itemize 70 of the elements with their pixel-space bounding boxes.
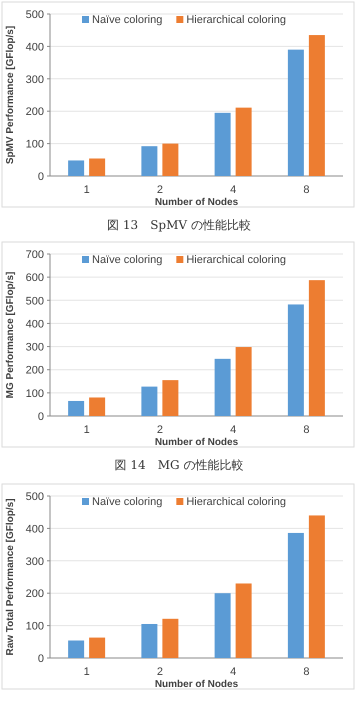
legend-label: Naïve coloring bbox=[92, 14, 162, 26]
bar bbox=[214, 112, 231, 176]
bar bbox=[308, 35, 325, 176]
x-tick-label: 4 bbox=[230, 424, 236, 436]
bar bbox=[68, 400, 84, 416]
y-tick-label: 0 bbox=[38, 411, 44, 423]
bar bbox=[236, 583, 252, 658]
y-tick-label: 400 bbox=[26, 523, 44, 536]
bar bbox=[89, 638, 106, 658]
y-tick-label: 100 bbox=[26, 138, 44, 151]
x-axis-title: Number of Nodes bbox=[154, 197, 239, 208]
y-axis-title: MG Performance [GFlop/s] bbox=[5, 272, 16, 398]
bar bbox=[288, 304, 304, 416]
bar bbox=[68, 160, 84, 176]
y-tick-label: 300 bbox=[26, 556, 44, 568]
y-tick-label: 700 bbox=[26, 249, 44, 261]
x-tick-label: 4 bbox=[230, 666, 236, 678]
bar bbox=[288, 50, 304, 176]
legend-label: Naïve coloring bbox=[92, 254, 162, 266]
x-axis-title: Number of Nodes bbox=[154, 437, 239, 448]
legend-label: Hierarchical coloring bbox=[186, 496, 286, 508]
x-axis-title: Number of Nodes bbox=[154, 679, 239, 690]
x-tick-label: 1 bbox=[84, 424, 90, 436]
y-tick-label: 300 bbox=[26, 74, 44, 86]
x-tick-label: 2 bbox=[156, 424, 163, 436]
legend-label: Hierarchical coloring bbox=[186, 14, 286, 26]
y-tick-label: 500 bbox=[26, 491, 44, 503]
x-tick-label: 2 bbox=[156, 184, 163, 196]
bar bbox=[89, 158, 106, 176]
bar bbox=[141, 386, 158, 416]
x-tick-label: 4 bbox=[230, 184, 236, 196]
x-tick-label: 1 bbox=[84, 184, 90, 196]
bar bbox=[162, 144, 178, 176]
y-tick-label: 400 bbox=[26, 41, 44, 54]
bar bbox=[308, 280, 325, 416]
y-tick-label: 0 bbox=[38, 653, 44, 665]
legend-label: Naïve coloring bbox=[92, 496, 162, 508]
y-tick-label: 500 bbox=[26, 295, 44, 308]
bar bbox=[162, 380, 178, 416]
legend-label: Hierarchical coloring bbox=[186, 254, 286, 266]
x-tick-label: 1 bbox=[84, 666, 90, 678]
y-tick-label: 200 bbox=[26, 364, 44, 377]
y-tick-label: 400 bbox=[26, 318, 44, 330]
bar bbox=[162, 618, 178, 658]
x-tick-label: 2 bbox=[156, 666, 163, 678]
y-tick-label: 500 bbox=[26, 9, 44, 21]
bar bbox=[308, 515, 325, 658]
x-tick-label: 8 bbox=[303, 184, 310, 196]
caption: 図 13 SpMV の性能比較 bbox=[107, 218, 251, 232]
y-tick-label: 300 bbox=[26, 342, 44, 354]
bar bbox=[214, 593, 231, 658]
bar bbox=[68, 640, 84, 658]
bar bbox=[141, 624, 158, 658]
bar bbox=[141, 146, 158, 176]
y-axis-title: Raw Total Performance [GFlop/s] bbox=[5, 498, 16, 656]
y-tick-label: 200 bbox=[26, 106, 44, 118]
bar bbox=[214, 358, 231, 416]
caption: 図 14 MG の性能比較 bbox=[114, 458, 244, 472]
bar bbox=[236, 347, 252, 416]
y-tick-label: 100 bbox=[26, 620, 44, 633]
x-tick-label: 8 bbox=[303, 424, 310, 436]
y-tick-label: 100 bbox=[26, 388, 44, 400]
y-tick-label: 200 bbox=[26, 588, 44, 600]
y-tick-label: 600 bbox=[26, 272, 44, 284]
y-tick-label: 0 bbox=[38, 171, 44, 183]
bar bbox=[288, 532, 304, 658]
bar bbox=[236, 108, 252, 176]
x-tick-label: 8 bbox=[303, 666, 310, 678]
bar bbox=[89, 397, 106, 416]
y-axis-title: SpMV Performance [GFlop/s] bbox=[5, 26, 16, 164]
